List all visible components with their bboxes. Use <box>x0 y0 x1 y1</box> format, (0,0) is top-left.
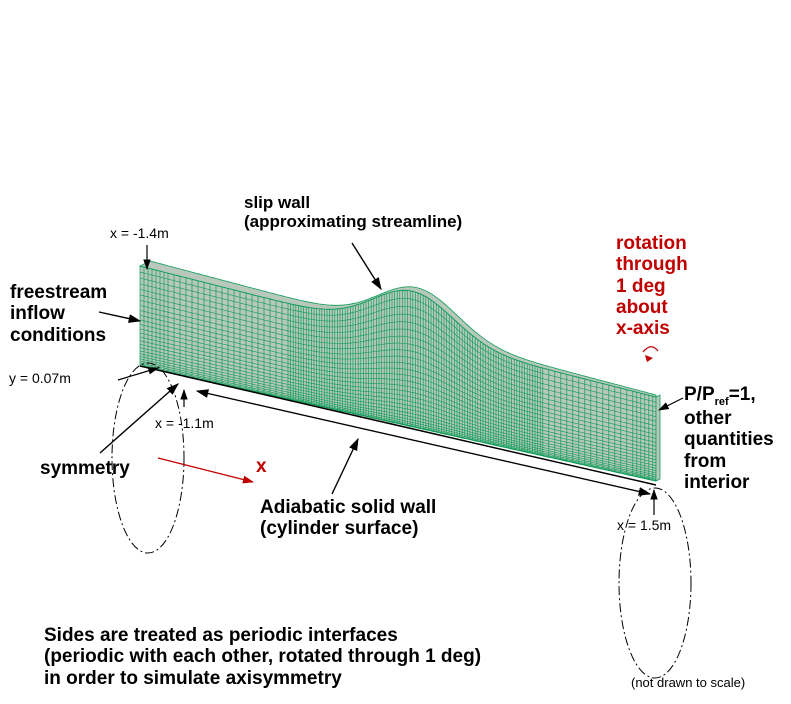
slip-wall-arrow <box>352 243 381 289</box>
adiabatic-wall-label: Adiabatic solid wall (cylinder surface) <box>260 497 436 540</box>
slip-wall-label: slip wall (approximating streamline) <box>244 193 462 231</box>
rotation-label: rotation through 1 deg about x-axis <box>616 233 688 339</box>
outflow-label: P/Pref=1, other quantities from interior <box>684 384 774 493</box>
y-007-label: y = 0.07m <box>9 371 71 387</box>
adiabatic-wall-arrow <box>332 439 358 494</box>
not-to-scale-note: (not drawn to scale) <box>631 676 745 691</box>
rotation-curved-arrow <box>643 347 658 352</box>
y-007-arrow <box>118 368 158 380</box>
x-axis-label: x <box>256 456 267 477</box>
x-minus-1-4-label: x = -1.4m <box>110 226 169 242</box>
rotation-curved-arrowhead <box>645 355 653 362</box>
periodic-interfaces-note: Sides are treated as periodic interfaces… <box>44 625 481 689</box>
symmetry-label: symmetry <box>40 458 130 479</box>
x-axis-arrow <box>158 458 253 482</box>
freestream-label: freestream inflow conditions <box>10 282 107 346</box>
x-1-5-label: x = 1.5m <box>617 518 671 534</box>
mesh-outlet-face <box>656 395 660 481</box>
computational-mesh <box>140 261 660 481</box>
outflow-arrow <box>659 398 683 410</box>
x-minus-1-1-label: x = -1.1m <box>155 416 214 432</box>
